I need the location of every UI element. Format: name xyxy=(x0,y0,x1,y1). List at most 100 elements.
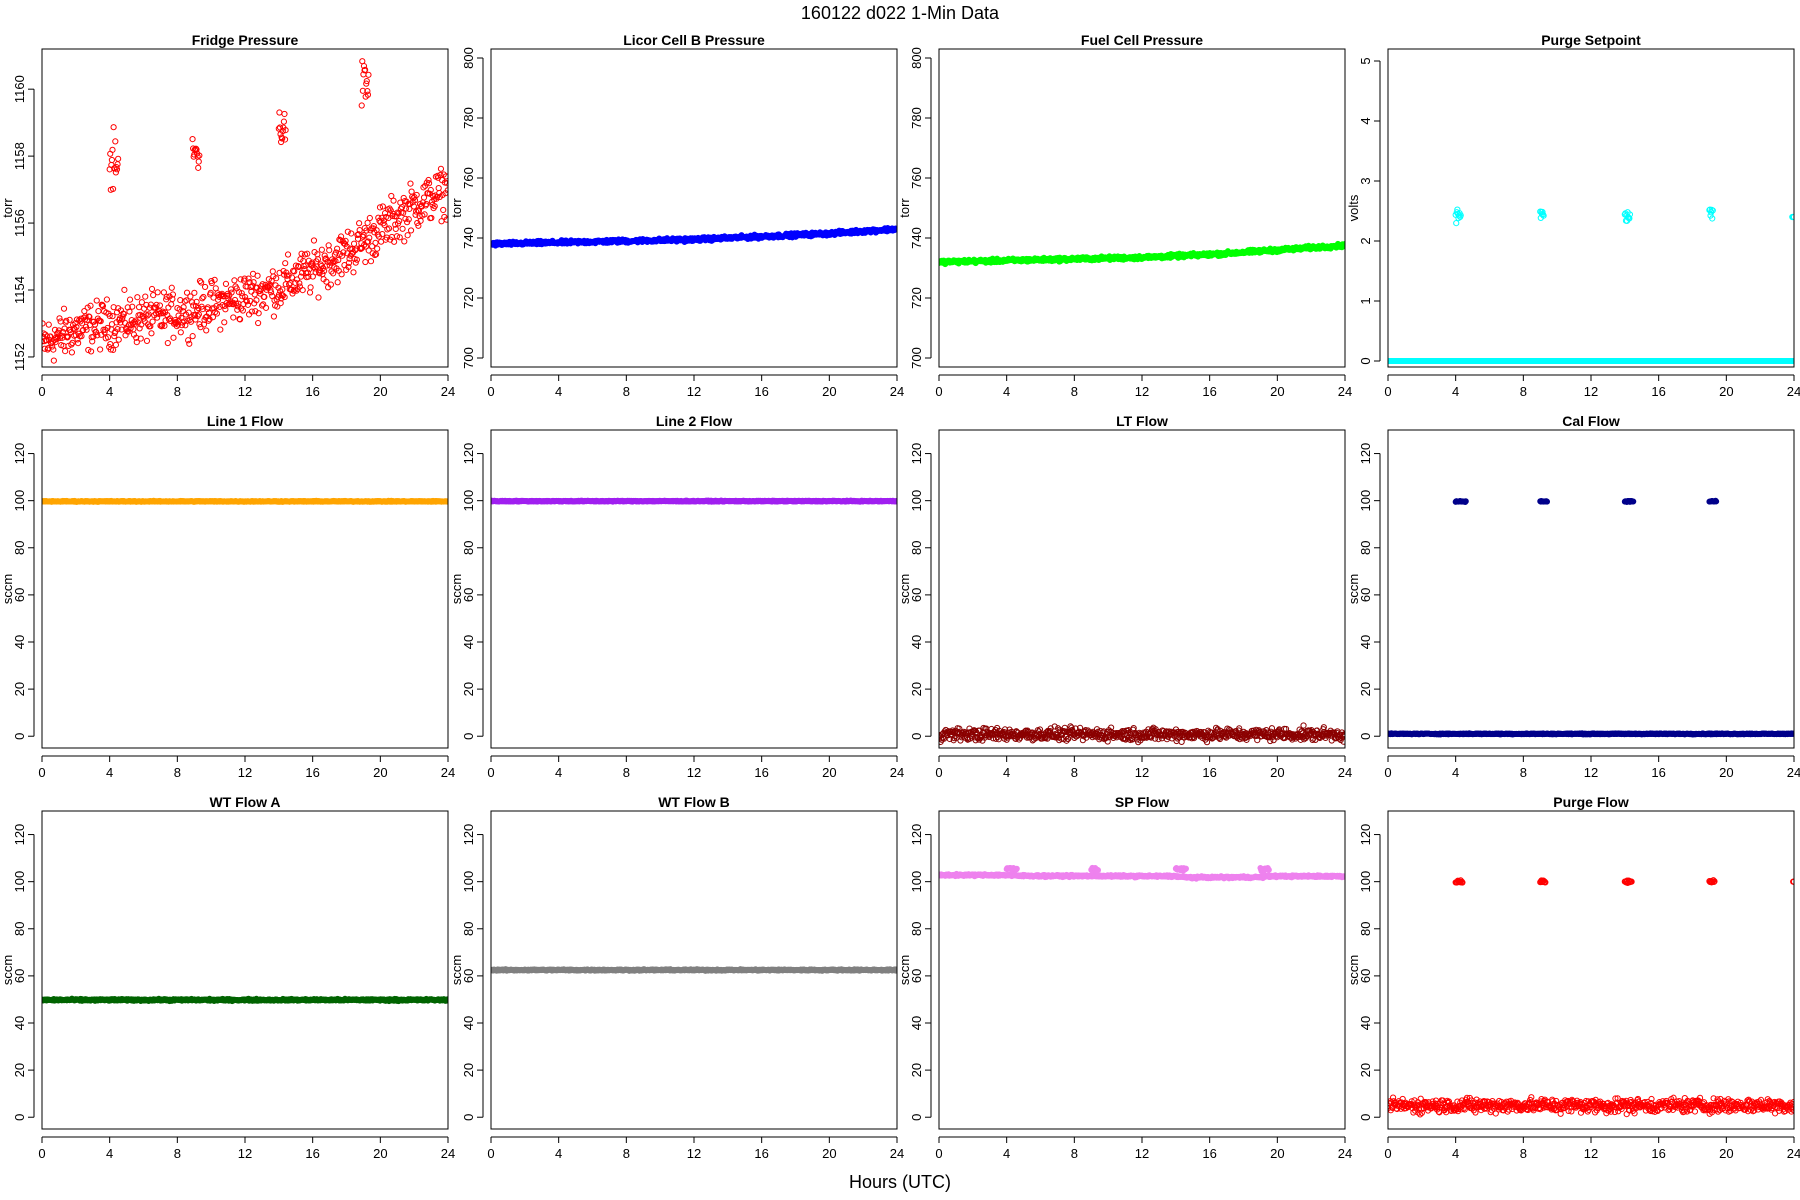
data-point xyxy=(145,311,152,318)
data-point xyxy=(339,252,346,259)
data-point xyxy=(408,188,415,195)
data-point xyxy=(407,180,414,187)
data-point xyxy=(444,180,448,187)
data-point xyxy=(393,233,401,240)
data-point xyxy=(369,243,376,250)
data-point xyxy=(323,278,330,285)
x-tick-label: 0 xyxy=(487,384,494,399)
data-point xyxy=(420,184,427,191)
data-point xyxy=(349,245,356,253)
data-point xyxy=(413,191,420,199)
y-tick-label: 780 xyxy=(461,107,476,129)
data-point xyxy=(302,262,309,269)
y-tick-label: 3 xyxy=(1358,177,1373,184)
data-point xyxy=(183,297,190,304)
data-point xyxy=(137,335,144,342)
data-point xyxy=(62,347,69,355)
data-point xyxy=(63,317,70,324)
data-point xyxy=(396,234,403,241)
data-point xyxy=(269,268,276,275)
data-point xyxy=(396,217,403,225)
data-point xyxy=(150,292,157,299)
data-point xyxy=(297,273,305,280)
y-tick-label: 100 xyxy=(461,490,476,512)
data-point xyxy=(385,225,393,232)
data-point xyxy=(1108,724,1115,731)
data-point xyxy=(224,290,231,297)
data-point xyxy=(221,319,228,326)
data-point xyxy=(418,203,425,210)
x-axis: 0 4 8 12 16 20 24 xyxy=(487,755,904,780)
y-tick-label: 100 xyxy=(12,490,27,512)
y-tick-label: 120 xyxy=(12,443,27,465)
spike-point xyxy=(281,110,288,118)
plot-frame xyxy=(1387,48,1795,368)
data-points xyxy=(1388,206,1794,364)
data-point xyxy=(114,326,121,333)
x-tick-label: 4 xyxy=(1003,384,1010,399)
data-point xyxy=(274,303,281,310)
plot-frame xyxy=(490,48,898,368)
data-point xyxy=(104,334,112,341)
data-point xyxy=(222,306,229,313)
data-point xyxy=(332,249,340,256)
x-tick-label: 16 xyxy=(305,765,319,780)
data-point xyxy=(306,289,314,296)
data-point xyxy=(64,333,72,340)
data-point xyxy=(356,227,363,234)
data-point xyxy=(230,314,237,321)
y-tick-label: 1156 xyxy=(12,209,27,237)
data-point xyxy=(42,320,46,327)
x-tick-label: 12 xyxy=(687,765,701,780)
data-point xyxy=(418,202,425,209)
y-tick-label: 800 xyxy=(909,47,924,69)
x-axis: 0 4 8 12 16 20 24 xyxy=(1384,374,1800,399)
data-point xyxy=(115,336,122,343)
data-point xyxy=(153,301,160,308)
data-point xyxy=(121,286,128,293)
y-tick-label: 740 xyxy=(461,227,476,249)
data-point xyxy=(59,328,66,336)
data-point xyxy=(373,227,380,234)
data-point xyxy=(189,299,196,306)
data-point xyxy=(291,268,298,275)
y-axis-label: sccm xyxy=(449,574,464,604)
data-point xyxy=(426,180,433,187)
data-point xyxy=(143,337,151,344)
spike-point xyxy=(362,66,369,73)
data-point xyxy=(334,245,341,252)
data-point xyxy=(97,318,104,325)
data-point xyxy=(1068,724,1075,731)
y-tick-label: 1158 xyxy=(12,142,27,170)
x-tick-label: 4 xyxy=(555,384,562,399)
spike-point xyxy=(1709,215,1716,222)
data-point xyxy=(198,279,205,286)
data-point xyxy=(277,299,284,307)
x-tick-label: 0 xyxy=(38,765,45,780)
data-point xyxy=(437,165,445,172)
data-point xyxy=(195,311,202,318)
y-tick-label: 780 xyxy=(909,107,924,129)
y-tick-label: 720 xyxy=(461,287,476,309)
y-axis-label: torr xyxy=(449,198,464,218)
data-point xyxy=(321,252,328,259)
x-tick-label: 12 xyxy=(238,765,252,780)
y-tick-label: 4 xyxy=(1358,117,1373,124)
data-point xyxy=(185,337,192,344)
x-axis: 0 4 8 12 16 20 24 xyxy=(38,374,455,399)
data-point xyxy=(193,298,200,305)
spike-point xyxy=(364,91,372,98)
x-tick-label: 20 xyxy=(822,384,836,399)
data-point xyxy=(110,346,117,354)
data-point xyxy=(392,225,399,233)
spike-point xyxy=(196,152,203,159)
data-point xyxy=(260,301,267,308)
data-point xyxy=(390,197,397,204)
data-point xyxy=(177,329,184,336)
x-tick-label: 16 xyxy=(1651,384,1665,399)
data-point xyxy=(236,316,244,323)
data-point xyxy=(399,225,406,232)
